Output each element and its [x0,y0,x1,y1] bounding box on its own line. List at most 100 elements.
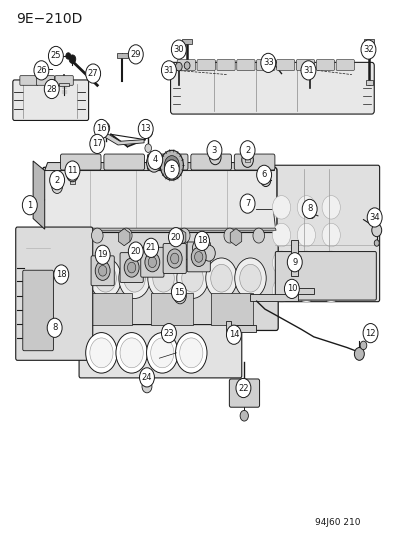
Circle shape [205,258,237,298]
Circle shape [65,161,80,180]
Circle shape [240,194,254,213]
FancyBboxPatch shape [55,76,73,85]
Polygon shape [225,321,255,332]
Text: 5: 5 [169,165,174,174]
Circle shape [297,196,315,219]
Circle shape [321,279,339,302]
Circle shape [300,61,315,80]
Circle shape [235,378,250,398]
FancyBboxPatch shape [296,60,314,70]
Circle shape [95,264,116,292]
Circle shape [171,40,186,59]
Circle shape [147,258,179,298]
Circle shape [85,333,117,373]
Text: 7: 7 [244,199,249,208]
Text: 10: 10 [286,285,297,293]
Circle shape [50,171,64,190]
Text: 31: 31 [163,66,174,75]
Circle shape [152,264,174,292]
Circle shape [362,324,377,343]
Circle shape [360,40,375,59]
Circle shape [85,64,100,83]
Circle shape [178,228,190,243]
Text: 1: 1 [27,201,32,209]
FancyBboxPatch shape [244,158,250,162]
Circle shape [143,238,158,257]
Circle shape [123,264,145,292]
FancyBboxPatch shape [276,60,294,70]
Circle shape [142,380,152,393]
Circle shape [234,258,266,298]
Text: 21: 21 [145,244,156,252]
FancyBboxPatch shape [79,325,241,378]
FancyBboxPatch shape [211,293,252,325]
Text: 2: 2 [244,146,249,155]
Text: 29: 29 [130,50,141,59]
Circle shape [138,119,153,139]
Circle shape [128,45,143,64]
Circle shape [239,264,261,292]
Text: 9E−210D: 9E−210D [17,12,83,26]
FancyBboxPatch shape [187,242,210,272]
Circle shape [191,247,206,266]
Circle shape [354,348,363,360]
Circle shape [194,231,209,251]
FancyBboxPatch shape [42,167,276,232]
Circle shape [252,228,264,243]
Text: 12: 12 [364,329,375,337]
FancyBboxPatch shape [363,39,373,44]
FancyBboxPatch shape [197,60,215,70]
Text: 30: 30 [173,45,184,54]
FancyBboxPatch shape [36,76,55,85]
Circle shape [145,253,159,272]
Circle shape [176,258,208,298]
FancyBboxPatch shape [91,293,132,325]
FancyBboxPatch shape [234,154,274,170]
Circle shape [272,279,290,302]
FancyBboxPatch shape [365,80,372,85]
Circle shape [223,228,235,243]
Text: 9: 9 [292,258,297,266]
Circle shape [306,208,315,219]
FancyBboxPatch shape [182,39,192,44]
Circle shape [98,265,107,276]
FancyBboxPatch shape [177,60,195,70]
Text: 8: 8 [306,205,311,213]
Text: 31: 31 [302,66,313,75]
FancyBboxPatch shape [170,62,373,114]
Circle shape [210,264,232,292]
FancyBboxPatch shape [120,253,143,282]
Text: 3: 3 [211,146,216,155]
FancyBboxPatch shape [236,60,254,70]
FancyBboxPatch shape [151,293,192,325]
Circle shape [161,61,176,80]
Circle shape [175,62,182,71]
Circle shape [321,196,339,219]
Circle shape [146,333,178,373]
Circle shape [184,62,190,69]
Circle shape [202,245,215,261]
Circle shape [301,199,316,219]
Circle shape [147,150,162,169]
FancyBboxPatch shape [78,227,278,330]
Text: 26: 26 [36,66,47,75]
Circle shape [116,333,147,373]
Circle shape [206,141,221,160]
Polygon shape [174,229,185,246]
Circle shape [209,150,221,165]
Circle shape [240,410,248,421]
Circle shape [101,123,109,133]
FancyBboxPatch shape [60,154,101,170]
Circle shape [139,368,154,387]
Circle shape [164,160,179,179]
Circle shape [226,325,241,344]
FancyBboxPatch shape [91,256,114,286]
Circle shape [34,61,49,80]
Circle shape [181,264,203,292]
Circle shape [145,144,151,152]
Circle shape [175,333,206,373]
Circle shape [160,150,183,180]
Text: 15: 15 [173,288,184,296]
Text: 34: 34 [368,213,379,222]
Circle shape [150,338,173,368]
